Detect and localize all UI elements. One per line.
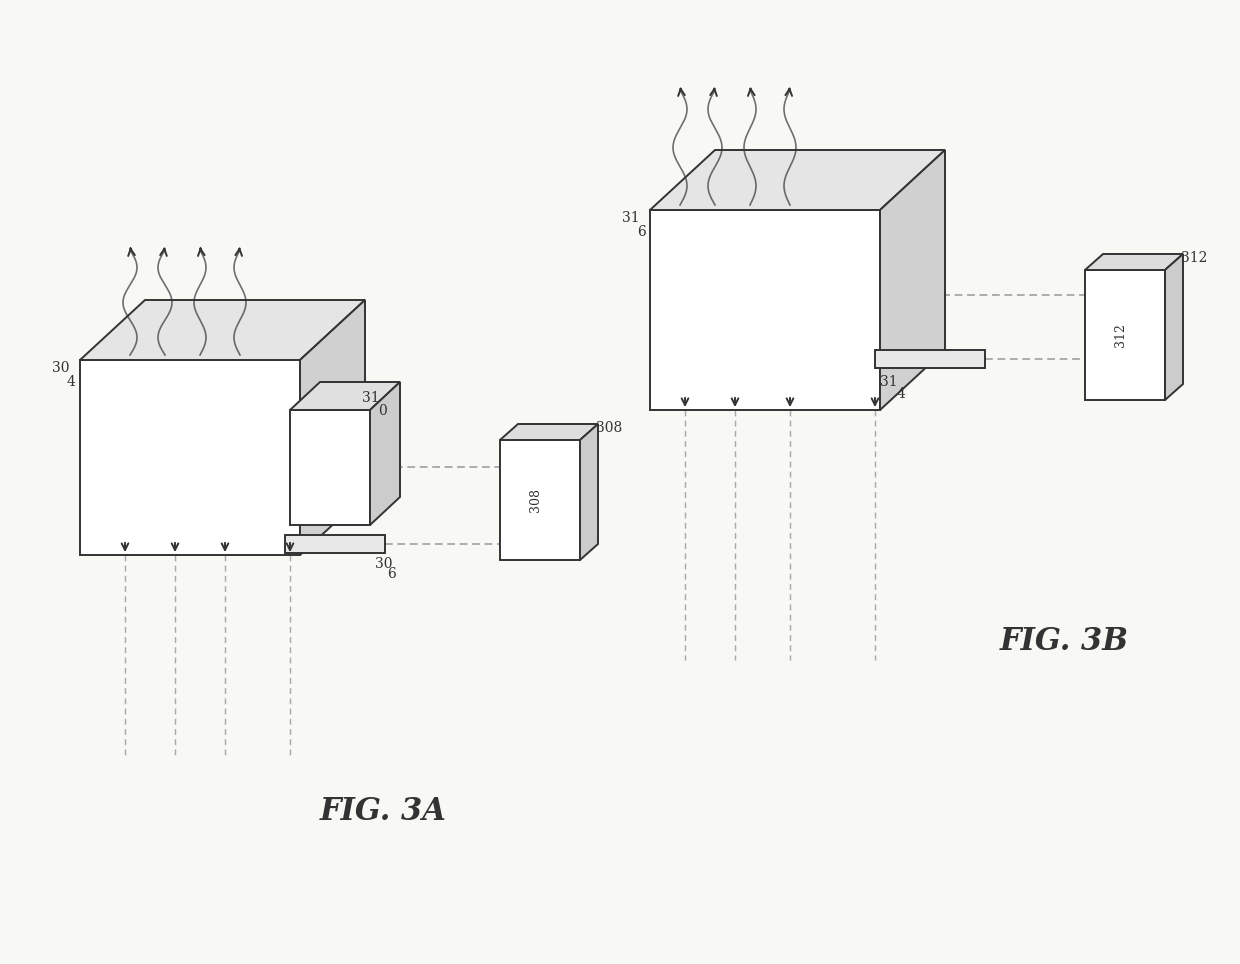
Polygon shape [650,210,880,410]
Polygon shape [1085,270,1166,400]
Polygon shape [285,535,384,553]
Polygon shape [370,382,401,525]
Text: FIG. 3A: FIG. 3A [320,796,446,827]
Polygon shape [500,424,598,440]
Polygon shape [1166,254,1183,400]
Polygon shape [1085,254,1183,270]
Text: 0: 0 [378,404,387,418]
Polygon shape [290,410,370,525]
Text: FIG. 3B: FIG. 3B [999,626,1128,657]
Text: 30: 30 [374,557,393,571]
Text: 4: 4 [897,387,906,401]
Text: 4: 4 [67,375,76,389]
Polygon shape [300,300,365,555]
Text: 6: 6 [387,567,396,581]
Polygon shape [290,382,401,410]
Text: 308: 308 [529,488,542,512]
Text: 31: 31 [362,391,379,405]
Text: 30: 30 [52,361,69,375]
Polygon shape [81,300,365,360]
Text: 312: 312 [1114,323,1127,347]
Text: 308: 308 [596,421,622,435]
Text: 6: 6 [637,225,646,239]
Polygon shape [880,150,945,410]
Polygon shape [500,440,580,560]
Polygon shape [650,150,945,210]
Polygon shape [875,350,985,368]
Polygon shape [81,360,300,555]
Text: 312: 312 [1180,251,1208,265]
Text: 31: 31 [880,375,898,389]
Polygon shape [580,424,598,560]
Text: 31: 31 [622,211,640,225]
